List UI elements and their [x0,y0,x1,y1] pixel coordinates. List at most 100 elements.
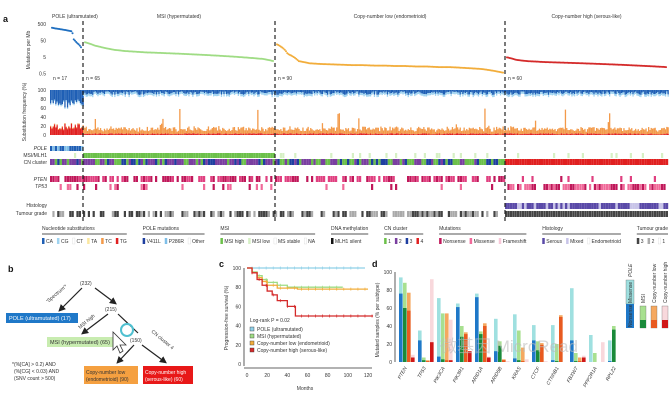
track-histology [613,203,616,209]
sub-cg [342,94,344,97]
sub-ca [317,90,320,92]
sub-tg [155,134,158,135]
track-msi [116,153,119,158]
sub-tg [258,133,260,135]
sub-tc [254,129,256,134]
sub-tc [148,131,150,135]
sub-tg [304,133,307,135]
edge-spectrum: 'Spectrum'* [45,284,68,305]
sub-ca [507,90,509,95]
sub-ca [167,90,169,94]
track-cn-cluster [217,159,220,165]
track-cn-cluster [179,159,182,165]
sub-tg [418,133,420,135]
sub-ca [510,90,512,93]
track-cn-cluster [102,159,105,165]
track-cn-cluster [107,159,110,165]
track-histology [649,203,652,209]
track-cn-cluster [171,159,175,165]
track-grade [313,211,316,217]
bar-legend-swatch-dark [662,320,668,328]
sub-ca [253,90,255,95]
sub-tc [598,129,600,134]
sub-tg [97,134,99,135]
sub-cg [386,94,389,97]
sub-tc [654,127,656,135]
sub-tg [528,133,530,135]
sub-ca [345,90,347,95]
sub-tg [438,133,441,135]
sub-tc [663,127,665,134]
sub-tg [78,124,80,135]
sub-cg [658,94,660,97]
sub-cg [136,92,138,95]
track-tp53 [529,184,532,190]
sub-tc [638,130,641,135]
sub-cg [659,93,661,97]
sub-cg [316,93,318,96]
sub-cg [516,93,518,96]
panel-c: Progression-free survival (%) Months Log… [224,266,374,392]
sub-tc [592,127,594,135]
sub-ca [415,90,417,93]
sub-ca [259,90,262,92]
legend-item: Frameshift [503,239,527,245]
sub-tg [380,133,382,135]
sub-cg [248,93,250,97]
sub-ca [376,90,378,95]
sub-ca [190,90,193,93]
sub-tc [74,124,76,126]
track-cn-cluster [476,159,479,165]
sub-tc [355,131,357,135]
sub-cg [276,94,278,98]
track-histology [519,203,522,209]
sub-ca [336,90,338,93]
track-grade [507,211,510,217]
sub-ca [242,90,245,95]
sub-tg [527,133,529,135]
track-cn-cluster [622,159,625,165]
track-pten [50,176,53,182]
sub-tg [149,134,151,135]
sub-tc [499,128,502,135]
sub-ca [498,90,500,92]
bar-truncating [475,297,479,362]
sub-tc [96,128,98,135]
sub-tg [124,133,126,135]
sub-tg [653,134,655,135]
track-histology [567,203,570,209]
track-cn-cluster [210,159,213,165]
sub-ca [175,90,177,94]
track-tp53 [589,184,592,190]
track-grade [303,211,306,217]
sub-tg [223,133,225,135]
sub-tg [66,129,69,135]
track-grade [315,211,318,217]
sub-cg [603,93,606,97]
sub-cg [641,92,643,95]
sub-tc [258,129,260,134]
sub-cg [267,92,269,95]
legend-title: Histology [542,226,563,232]
sub-tg [314,134,316,135]
sub-tc [472,127,474,134]
sub-cg [205,91,207,95]
track-grade [495,211,498,217]
sub-ca [164,90,167,92]
sub-tg [449,133,451,135]
sub-ca [493,90,495,95]
sub-ca [573,90,576,95]
track-pten [344,176,347,182]
sub-tg [356,134,359,135]
sub-cg [605,93,607,96]
track-msi [74,153,77,158]
sub-tc [116,128,119,135]
track-cn-cluster [584,159,587,165]
sub-cg [122,93,124,96]
sub-ca [209,90,211,94]
sub-tc [60,128,62,130]
panel-d: Mutated samples (% per subtype) 02040608… [375,262,669,389]
track-histology [577,203,580,209]
sub-tg [224,133,226,135]
track-grade [491,211,494,217]
